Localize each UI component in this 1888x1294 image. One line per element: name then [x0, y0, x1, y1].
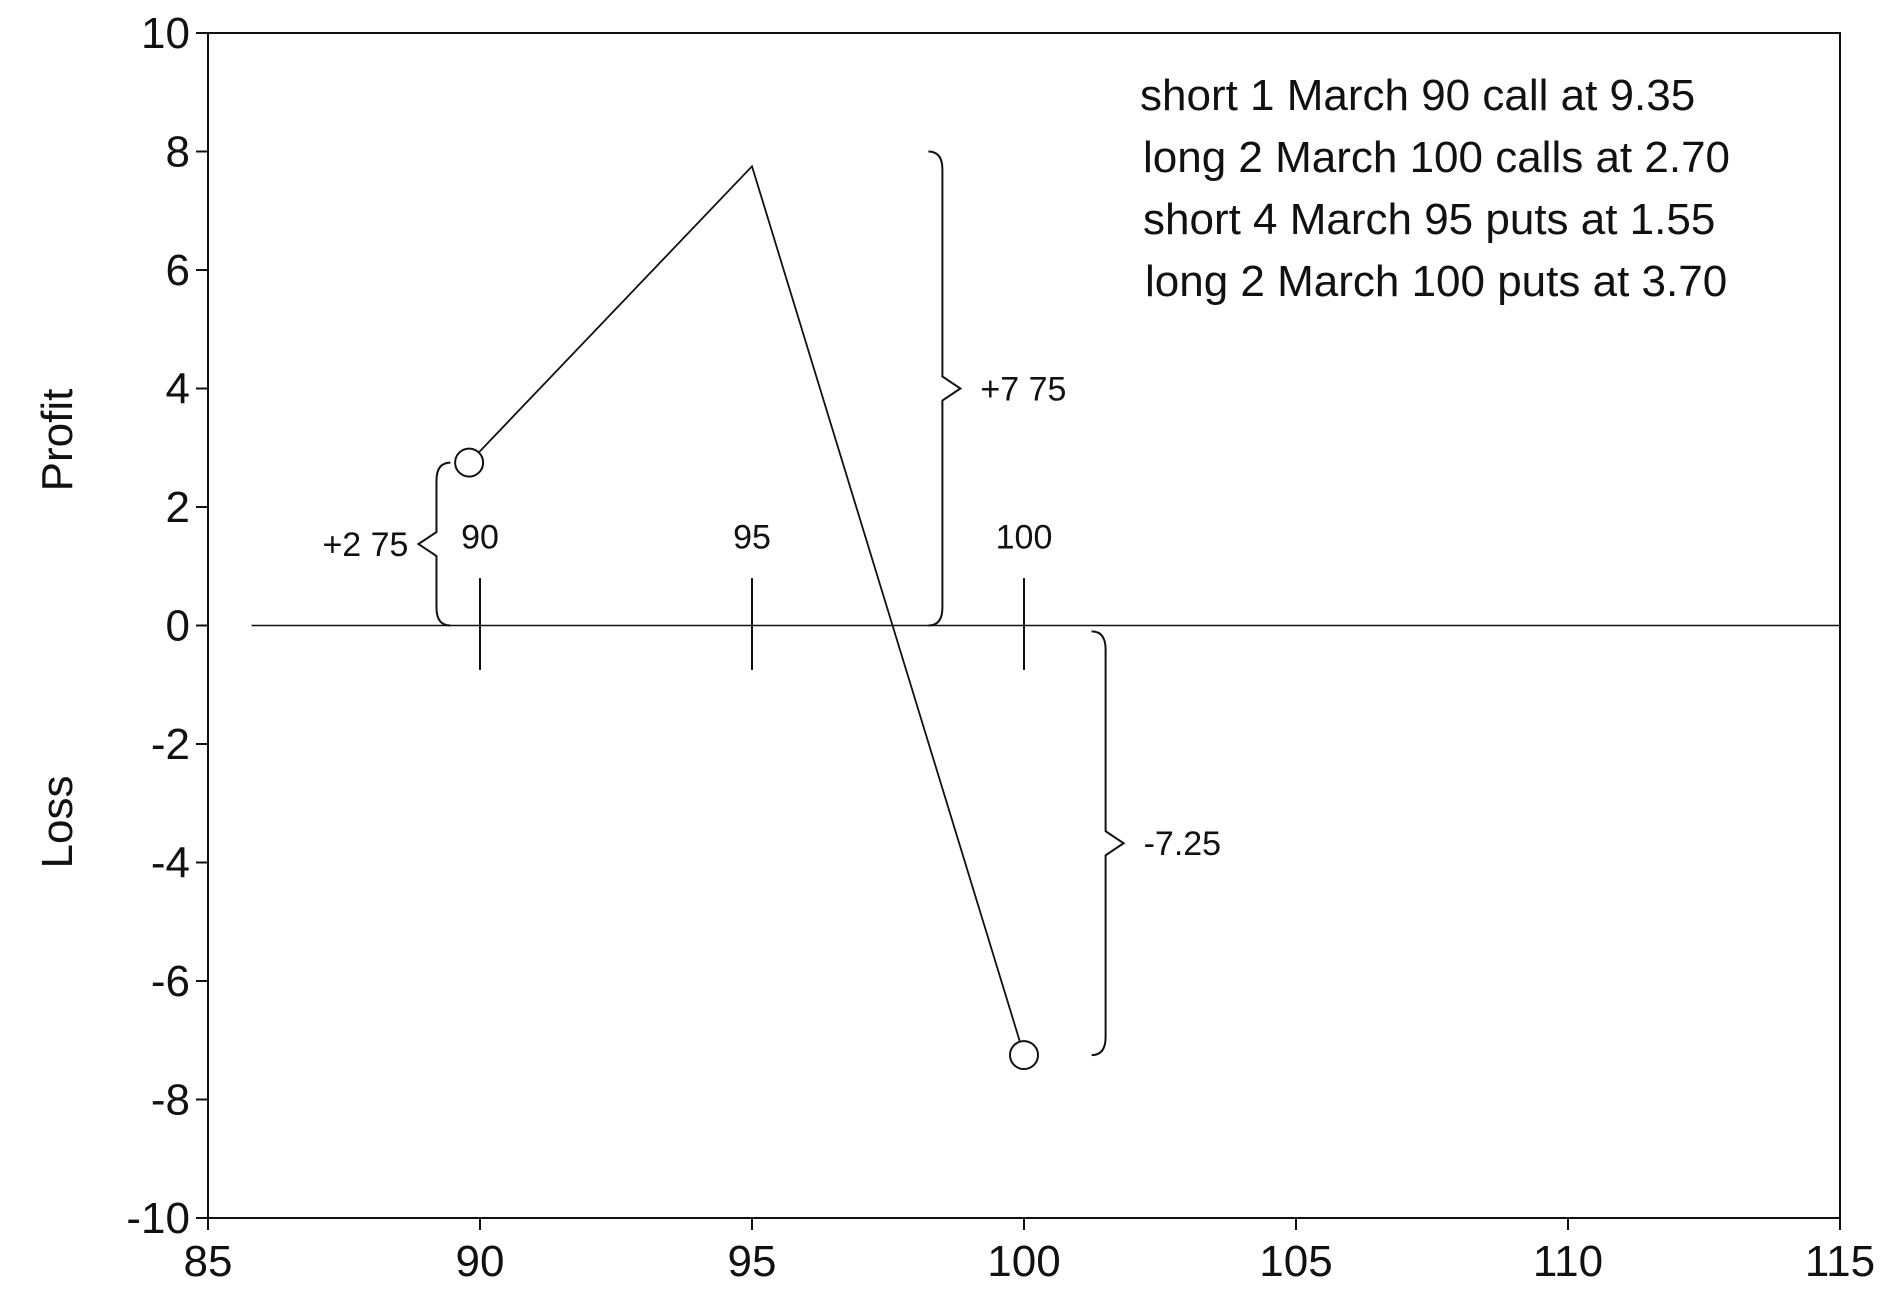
y-tick-label: -6	[151, 957, 190, 1006]
strike-label: 100	[996, 518, 1053, 556]
x-tick-label: 90	[456, 1237, 505, 1286]
y-tick-label: 8	[166, 128, 190, 177]
legend-line-1: short 1 March 90 call at 9.35	[1140, 71, 1695, 120]
payoff-series	[454, 164, 1039, 1071]
legend-line-4: long 2 March 100 puts at 3.70	[1145, 257, 1727, 306]
endpoint-marker	[454, 447, 485, 478]
legend-line-3: short 4 March 95 puts at 1.55	[1143, 195, 1715, 244]
payoff-line	[468, 164, 1025, 1056]
y-label-loss: Loss	[33, 776, 82, 869]
legend: short 1 March 90 call at 9.35 long 2 Mar…	[1140, 71, 1730, 306]
y-tick-label: -8	[151, 1076, 190, 1125]
legend-line-2: long 2 March 100 calls at 2.70	[1143, 133, 1730, 182]
brace-label: +2 75	[322, 526, 408, 564]
y-tick-label: 6	[166, 246, 190, 295]
x-tick-label: 115	[1805, 1237, 1875, 1286]
y-tick-label: 2	[166, 483, 190, 532]
x-tick-label: 110	[1533, 1237, 1603, 1286]
y-tick-label: -4	[151, 839, 190, 888]
brace-label: -7.25	[1144, 825, 1222, 863]
y-tick-label: -10	[126, 1194, 190, 1243]
x-tick-label: 95	[728, 1237, 777, 1286]
x-tick-label: 105	[1259, 1237, 1332, 1286]
annotation-braces: +2 75 +7 75 -7.25	[322, 150, 1222, 1057]
endpoint-marker	[1009, 1040, 1039, 1071]
brace-label: +7 75	[980, 371, 1066, 409]
strike-markers: 90 95 100	[461, 518, 1053, 670]
strike-label: 90	[461, 518, 499, 556]
brace	[928, 150, 963, 627]
x-axis: 85 90 95 100 105 110 115	[184, 1218, 1875, 1286]
y-tick-label: 4	[166, 365, 190, 414]
y-label-profit: Profit	[33, 389, 82, 492]
strike-label: 95	[733, 518, 771, 556]
x-tick-label: 100	[987, 1237, 1060, 1286]
x-tick-label: 85	[184, 1237, 233, 1286]
y-tick-label: -2	[151, 720, 190, 769]
y-tick-label: 0	[166, 602, 190, 651]
y-axis: 10 8 6 4 2 0 -2 -4 -6 -8 -10	[126, 9, 208, 1243]
brace	[416, 461, 451, 627]
y-tick-label: 10	[141, 9, 190, 58]
brace	[1091, 630, 1126, 1057]
